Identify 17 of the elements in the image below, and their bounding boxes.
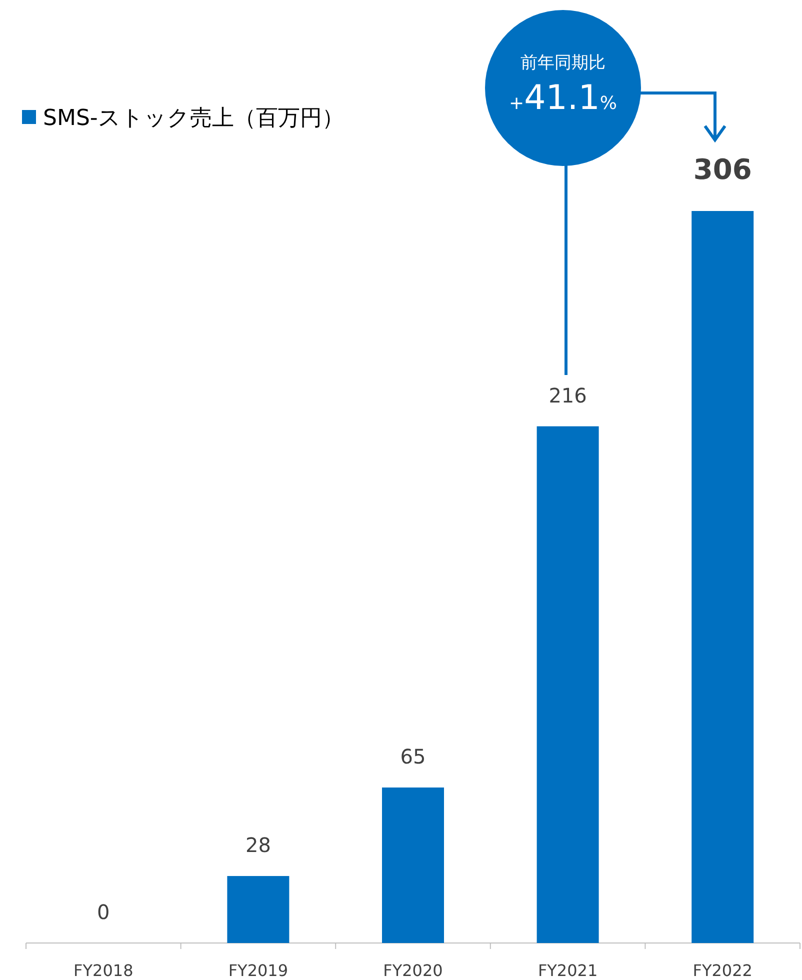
text: +41.1% <box>509 78 617 118</box>
bar <box>536 426 599 943</box>
bar <box>382 788 444 943</box>
x-tick-label: FY2020 <box>383 961 443 980</box>
x-tick-label: FY2022 <box>692 961 752 980</box>
bar <box>692 211 754 943</box>
x-tick-label: FY2019 <box>228 961 288 980</box>
data-label: 28 <box>245 833 271 858</box>
bar <box>227 876 290 943</box>
x-tick-label: FY2021 <box>538 961 598 980</box>
data-label: 216 <box>548 383 587 408</box>
legend-label: SMS-ストック売上（百万円） <box>43 106 344 131</box>
data-label: 65 <box>400 744 426 769</box>
data-label: 306 <box>693 153 752 186</box>
data-label: 0 <box>97 900 110 924</box>
text: 前年同期比 <box>520 53 606 73</box>
x-tick-label: FY2018 <box>74 961 134 980</box>
